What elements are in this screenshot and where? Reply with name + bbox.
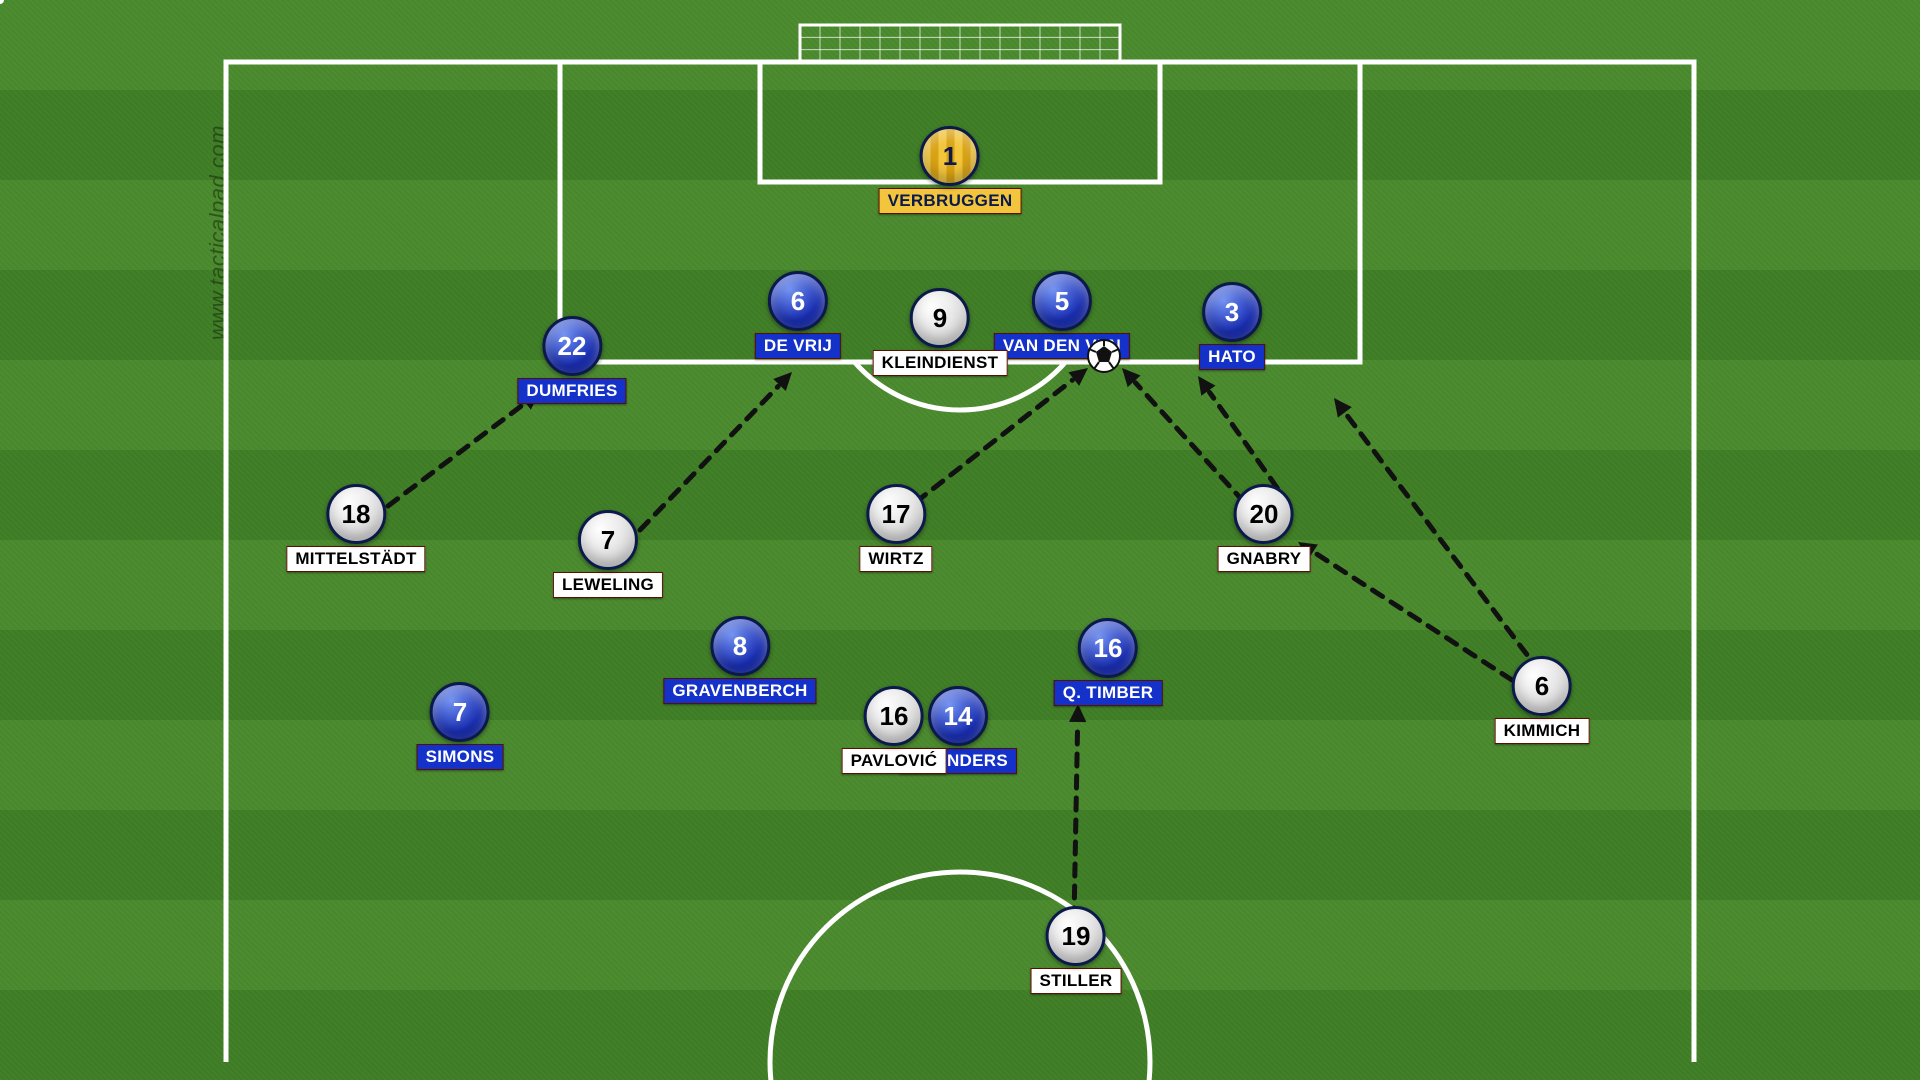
player-label: DE VRIJ: [755, 333, 841, 359]
player-circle: 22: [542, 316, 602, 376]
player-label: KLEINDIENST: [873, 350, 1008, 376]
player-circle: 3: [1202, 282, 1262, 342]
player-circle: 16: [1078, 618, 1138, 678]
player-verbruggen: 1VERBRUGGEN: [879, 126, 1022, 214]
player-hato: 3HATO: [1199, 282, 1265, 370]
player-kimmich: 6KIMMICH: [1495, 656, 1590, 744]
player-mittelstadt: 18MITTELSTÄDT: [286, 484, 425, 572]
player-circle: 6: [768, 271, 828, 331]
player-circle: 6: [1512, 656, 1572, 716]
player-label: GNABRY: [1218, 546, 1311, 572]
player-circle: 19: [1046, 906, 1106, 966]
player-gravenberch: 8GRAVENBERCH: [663, 616, 816, 704]
player-circle: 20: [1234, 484, 1294, 544]
player-kleindienst: 9KLEINDIENST: [873, 288, 1008, 376]
player-circle: 18: [326, 484, 386, 544]
player-wirtz: 17WIRTZ: [859, 484, 932, 572]
player-circle: 5: [1032, 271, 1092, 331]
player-label: HATO: [1199, 344, 1265, 370]
player-label: SIMONS: [417, 744, 504, 770]
player-simons: 7SIMONS: [417, 682, 504, 770]
player-leweling: 7LEWELING: [553, 510, 663, 598]
player-circle: 16: [864, 686, 924, 746]
player-label: MITTELSTÄDT: [286, 546, 425, 572]
ball-icon: [1086, 338, 1122, 374]
player-circle: 7: [430, 682, 490, 742]
player-label: KIMMICH: [1495, 718, 1590, 744]
pitch: www.tacticalpad.com 1VERBRUGGEN6DE VRIJ5…: [0, 0, 1920, 1080]
player-label: STILLER: [1031, 968, 1122, 994]
player-dumfries: 22DUMFRIES: [517, 316, 626, 404]
player-devrij: 6DE VRIJ: [755, 271, 841, 359]
player-circle: 8: [710, 616, 770, 676]
player-label: WIRTZ: [859, 546, 932, 572]
player-circle: 1: [920, 126, 980, 186]
player-label: GRAVENBERCH: [663, 678, 816, 704]
player-circle: 17: [866, 484, 926, 544]
player-label: PAVLOVIĆ: [842, 748, 947, 774]
player-label: Q. TIMBER: [1054, 680, 1163, 706]
player-label: DUMFRIES: [517, 378, 626, 404]
player-qtimber: 16Q. TIMBER: [1054, 618, 1163, 706]
player-label: VERBRUGGEN: [879, 188, 1022, 214]
player-circle: 7: [578, 510, 638, 570]
player-pavlovic: 16PAVLOVIĆ: [842, 686, 947, 774]
player-label: LEWELING: [553, 572, 663, 598]
player-gnabry: 20GNABRY: [1218, 484, 1311, 572]
player-circle: 9: [910, 288, 970, 348]
player-stiller: 19STILLER: [1031, 906, 1122, 994]
